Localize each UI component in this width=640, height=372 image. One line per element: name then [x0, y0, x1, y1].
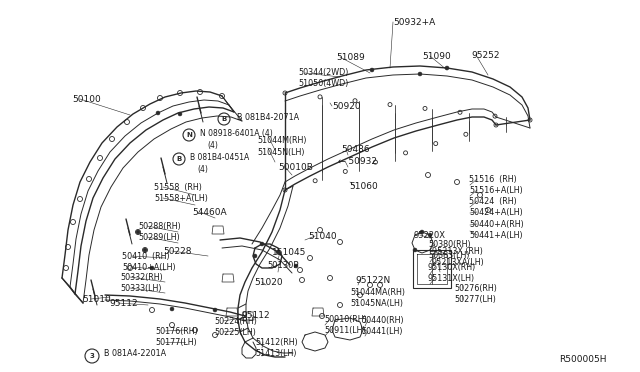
Circle shape [276, 250, 280, 254]
Text: 50176(RH): 50176(RH) [155, 327, 198, 336]
Text: 50383(LH): 50383(LH) [428, 251, 470, 260]
Circle shape [413, 248, 417, 252]
Text: 50100: 50100 [72, 95, 100, 104]
Text: B: B [221, 116, 227, 122]
Text: 50130P: 50130P [267, 261, 298, 270]
Text: 51089: 51089 [336, 53, 365, 62]
Text: B 081A4-2201A: B 081A4-2201A [104, 349, 166, 358]
Text: 50380(RH): 50380(RH) [428, 240, 470, 249]
Circle shape [156, 111, 160, 115]
Circle shape [420, 230, 424, 234]
Text: 50440+A(RH): 50440+A(RH) [469, 220, 524, 229]
Text: 51558+A(LH): 51558+A(LH) [154, 194, 208, 203]
Text: 51558  (RH): 51558 (RH) [154, 183, 202, 192]
Text: 95220X: 95220X [413, 231, 445, 240]
Circle shape [418, 72, 422, 76]
Circle shape [253, 254, 257, 258]
Text: 54460A: 54460A [192, 208, 227, 217]
Text: 3: 3 [90, 353, 95, 359]
Text: ← 50932: ← 50932 [338, 157, 377, 166]
Text: 51045NA(LH): 51045NA(LH) [350, 299, 403, 308]
Text: 51516  (RH): 51516 (RH) [469, 175, 516, 184]
Text: 50225(LH): 50225(LH) [214, 328, 256, 337]
Circle shape [370, 68, 374, 72]
Text: 51045N(LH): 51045N(LH) [257, 148, 305, 157]
Text: 50224(RH): 50224(RH) [214, 317, 257, 326]
Text: 95131X(LH): 95131X(LH) [428, 274, 475, 283]
Text: 95112: 95112 [241, 311, 269, 320]
Circle shape [294, 264, 298, 268]
Text: 50424+A(LH): 50424+A(LH) [469, 208, 523, 217]
Text: 50228: 50228 [163, 247, 191, 256]
Circle shape [150, 266, 154, 270]
Text: 50441(LH): 50441(LH) [361, 327, 403, 336]
Text: 50277(LH): 50277(LH) [454, 295, 496, 304]
Text: 50289(LH): 50289(LH) [138, 233, 180, 242]
Text: 50910(RH): 50910(RH) [324, 315, 367, 324]
Circle shape [213, 308, 217, 312]
Text: 95122N: 95122N [355, 276, 390, 285]
Text: 50440(RH): 50440(RH) [361, 316, 404, 325]
Text: (4): (4) [207, 141, 218, 150]
Text: 95112: 95112 [109, 299, 138, 308]
Circle shape [143, 248, 147, 252]
Text: 151045: 151045 [272, 248, 307, 257]
Text: (4): (4) [197, 165, 208, 174]
Text: 95213XA(LH): 95213XA(LH) [432, 258, 484, 267]
Text: 50920: 50920 [332, 102, 360, 111]
Circle shape [428, 233, 432, 237]
Text: 51090: 51090 [422, 52, 451, 61]
Text: 50332(RH): 50332(RH) [120, 273, 163, 282]
Text: 51413(LH): 51413(LH) [255, 349, 296, 358]
Text: 95213X (RH): 95213X (RH) [432, 247, 483, 256]
Text: 51044M(RH): 51044M(RH) [257, 136, 307, 145]
Text: 50276(RH): 50276(RH) [454, 284, 497, 293]
Text: 50424  (RH): 50424 (RH) [469, 197, 516, 206]
Text: N: N [186, 132, 192, 138]
Circle shape [136, 230, 140, 234]
Text: B 081B4-2071A: B 081B4-2071A [237, 113, 299, 122]
Circle shape [178, 112, 182, 116]
Text: 51040: 51040 [308, 232, 337, 241]
Text: 50911(LH): 50911(LH) [324, 326, 365, 335]
Text: 51044MA(RH): 51044MA(RH) [350, 288, 405, 297]
Text: 51020: 51020 [254, 278, 283, 287]
Text: 50344(2WD): 50344(2WD) [298, 68, 348, 77]
Text: 50932+A: 50932+A [393, 18, 435, 27]
Text: 95252: 95252 [471, 51, 499, 60]
Text: 50177(LH): 50177(LH) [155, 338, 196, 347]
Text: 50410+A(LH): 50410+A(LH) [122, 263, 175, 272]
Circle shape [445, 66, 449, 70]
Circle shape [170, 307, 174, 311]
Text: B: B [177, 156, 182, 162]
Text: 50333(LH): 50333(LH) [120, 284, 161, 293]
Text: 51060: 51060 [349, 182, 378, 191]
Text: 51412(RH): 51412(RH) [255, 338, 298, 347]
Text: 50441+A(LH): 50441+A(LH) [469, 231, 523, 240]
Text: 50410  (RH): 50410 (RH) [122, 252, 170, 261]
Text: 51010: 51010 [82, 295, 111, 304]
Text: N 08918-6401A (4): N 08918-6401A (4) [200, 129, 273, 138]
Text: 50288(RH): 50288(RH) [138, 222, 180, 231]
Text: B 081B4-0451A: B 081B4-0451A [190, 153, 249, 162]
Text: R500005H: R500005H [559, 355, 607, 364]
Text: 50010B: 50010B [278, 163, 313, 172]
Text: 95130X(RH): 95130X(RH) [428, 263, 476, 272]
Text: 51050(4WD): 51050(4WD) [298, 79, 348, 88]
Circle shape [260, 242, 264, 246]
Text: 51516+A(LH): 51516+A(LH) [469, 186, 523, 195]
Text: 50486: 50486 [341, 145, 370, 154]
